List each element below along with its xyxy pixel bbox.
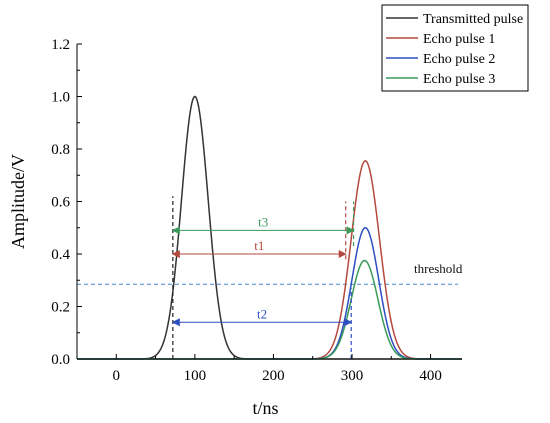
y-tick-label: 0.2 [51, 300, 70, 316]
y-tick-label: 0.0 [51, 352, 70, 368]
y-tick-label: 0.8 [51, 142, 70, 158]
x-tick-label: 400 [419, 368, 442, 384]
y-tick-label: 1.0 [51, 90, 70, 106]
legend-label-3: Echo pulse 2 [423, 52, 495, 67]
x-axis-title: t/ns [252, 398, 278, 418]
y-tick-label: 1.2 [51, 37, 70, 53]
x-tick-label: 100 [184, 368, 207, 384]
legend-label-1: Transmitted pulse [423, 12, 523, 27]
y-tick-label: 0.6 [51, 195, 70, 211]
interval-label-t1: t1 [254, 238, 264, 253]
y-axis-title: Amplitude/V [8, 154, 28, 249]
y-tick-label: 0.4 [51, 247, 70, 263]
x-tick-label: 0 [113, 368, 121, 384]
interval-label-t2: t2 [257, 306, 267, 321]
legend: Transmitted pulse Echo pulse 1 Echo pulse … [381, 4, 529, 92]
x-tick-label: 300 [341, 368, 364, 384]
legend-label-2: Echo pulse 1 [423, 32, 495, 47]
legend-box [381, 4, 529, 92]
legend-label-4: Echo pulse 3 [423, 72, 495, 87]
interval-label-t3: t3 [258, 214, 268, 229]
threshold-label: threshold [414, 261, 463, 276]
axes: 0 100 200 300 400 0.0 0.2 0.4 0.6 0.8 1.0 1.2 t/ns Am… [8, 37, 462, 418]
x-tick-label: 200 [262, 368, 285, 384]
